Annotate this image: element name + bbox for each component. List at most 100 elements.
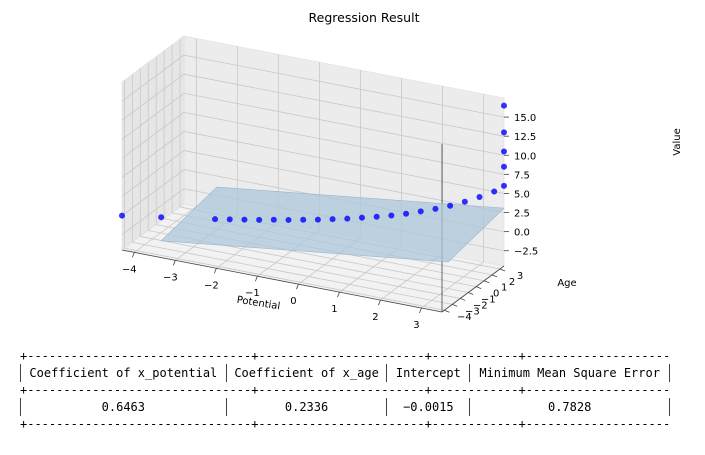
grid-line: [121, 54, 185, 102]
z-tick-label: 5.0: [514, 189, 530, 200]
z-tick-label: 15.0: [514, 113, 536, 124]
y-tick-label: −1: [481, 295, 496, 306]
grid-line: [132, 241, 453, 305]
grid-line: [121, 112, 185, 159]
x-tick-label: 2: [372, 312, 378, 323]
y-tick-mark: [483, 280, 490, 284]
regression-plane-surface: [160, 186, 505, 263]
table-separator: +-------------------------------+-------…: [20, 384, 670, 396]
data-point: [461, 198, 468, 205]
grid-line: [183, 54, 505, 118]
value-cell: −0.0015: [386, 398, 469, 416]
x-tick-label: 0: [290, 296, 296, 307]
z-tick-label: −2.5: [514, 247, 538, 258]
y-tick-label: 2: [509, 277, 515, 288]
y-axis-label: Age: [557, 278, 576, 289]
data-point: [501, 148, 507, 155]
grid-line: [183, 73, 505, 137]
x-tick-mark: [131, 252, 135, 258]
table-border-bottom: +-------------------------------+-------…: [20, 418, 670, 430]
data-point: [501, 182, 507, 189]
data-point: [417, 208, 424, 215]
data-point: [501, 163, 507, 170]
regression-plane: [160, 186, 505, 263]
data-point: [300, 216, 307, 223]
data-point: [476, 194, 483, 201]
header-cell: Coefficient of x_potential: [20, 364, 226, 382]
grid-line: [183, 150, 505, 213]
data-point: [256, 216, 263, 223]
x-tick-label: −2: [204, 280, 219, 291]
x-tick-mark: [172, 260, 176, 266]
y-tick-mark: [460, 298, 466, 301]
x-tick-mark: [378, 299, 381, 306]
y-tick-mark: [491, 274, 498, 278]
grid-line: [140, 236, 461, 299]
data-point: [491, 188, 498, 195]
y-tick-mark: [444, 309, 450, 313]
grid-line: [183, 92, 505, 156]
data-point: [314, 216, 321, 223]
grid-line: [121, 150, 185, 197]
data-point: [447, 202, 454, 209]
header-cell: Minimum Mean Square Error: [469, 364, 670, 382]
y-tick-label: −4: [457, 312, 472, 323]
data-point: [344, 215, 351, 222]
grid-line: [121, 73, 185, 121]
z-tick-label: 12.5: [514, 132, 536, 143]
value-cell: 0.7828: [469, 398, 670, 416]
y-tick-label: −2: [473, 300, 488, 311]
data-point: [270, 216, 277, 223]
chart-title: Regression Result: [309, 10, 420, 25]
grid-line: [124, 247, 445, 311]
data-point: [501, 129, 507, 136]
x-tick-mark: [296, 284, 299, 290]
table-border-top: +-------------------------------+-------…: [20, 350, 670, 362]
scatter-points: [119, 102, 507, 223]
x-tick-mark: [337, 291, 340, 298]
value-cell: 0.2336: [225, 398, 387, 416]
grid-line: [183, 111, 505, 175]
y-tick-label: −3: [465, 306, 480, 317]
header-cell: Coefficient of x_age: [225, 364, 387, 382]
x-axis-label: Potential: [236, 295, 281, 313]
x-tick-label: 1: [331, 304, 337, 315]
x-tick-label: −3: [163, 272, 178, 283]
regression-3d-chart: Regression Result −4−3−2−10123−4−3−2−101…: [119, 10, 683, 331]
data-point: [212, 216, 219, 223]
data-point: [241, 216, 248, 223]
y-tick-mark: [499, 268, 506, 272]
data-point: [158, 214, 165, 221]
x-tick-label: −1: [245, 288, 260, 299]
value-cell: 0.6463: [20, 398, 226, 416]
table-header-row: Coefficient of x_potential Coefficient o…: [20, 362, 670, 384]
table-value-row: 0.6463 0.2336 −0.0015 0.7828: [20, 396, 670, 418]
y-tick-label: 3: [517, 271, 523, 282]
data-point: [329, 216, 336, 223]
grid-line: [121, 131, 185, 178]
grid-line: [121, 92, 185, 140]
data-point: [119, 212, 125, 219]
data-point: [358, 214, 365, 221]
grid-line: [121, 188, 185, 236]
data-point: [373, 213, 380, 220]
grid-line: [121, 169, 185, 216]
x-tick-label: −4: [122, 264, 137, 275]
data-point: [388, 212, 395, 219]
y-tick-mark: [468, 292, 474, 295]
y-tick-label: 0: [493, 289, 499, 300]
z-tick-label: 10.0: [514, 151, 536, 162]
tick-labels: −4−3−2−10123−4−3−2−10123−2.50.02.55.07.5…: [122, 113, 538, 331]
x-tick-mark: [419, 307, 422, 314]
z-tick-label: 7.5: [514, 170, 530, 181]
z-tick-label: 2.5: [514, 209, 530, 220]
y-tick-mark: [476, 286, 482, 290]
x-tick-mark: [213, 268, 217, 274]
z-tick-label: 0.0: [514, 228, 530, 239]
data-point: [285, 216, 292, 223]
z-axis-label: Value: [672, 128, 683, 155]
data-point: [403, 210, 410, 217]
header-cell: Intercept: [386, 364, 469, 382]
results-table: +-------------------------------+-------…: [20, 350, 670, 430]
data-point: [501, 102, 507, 109]
